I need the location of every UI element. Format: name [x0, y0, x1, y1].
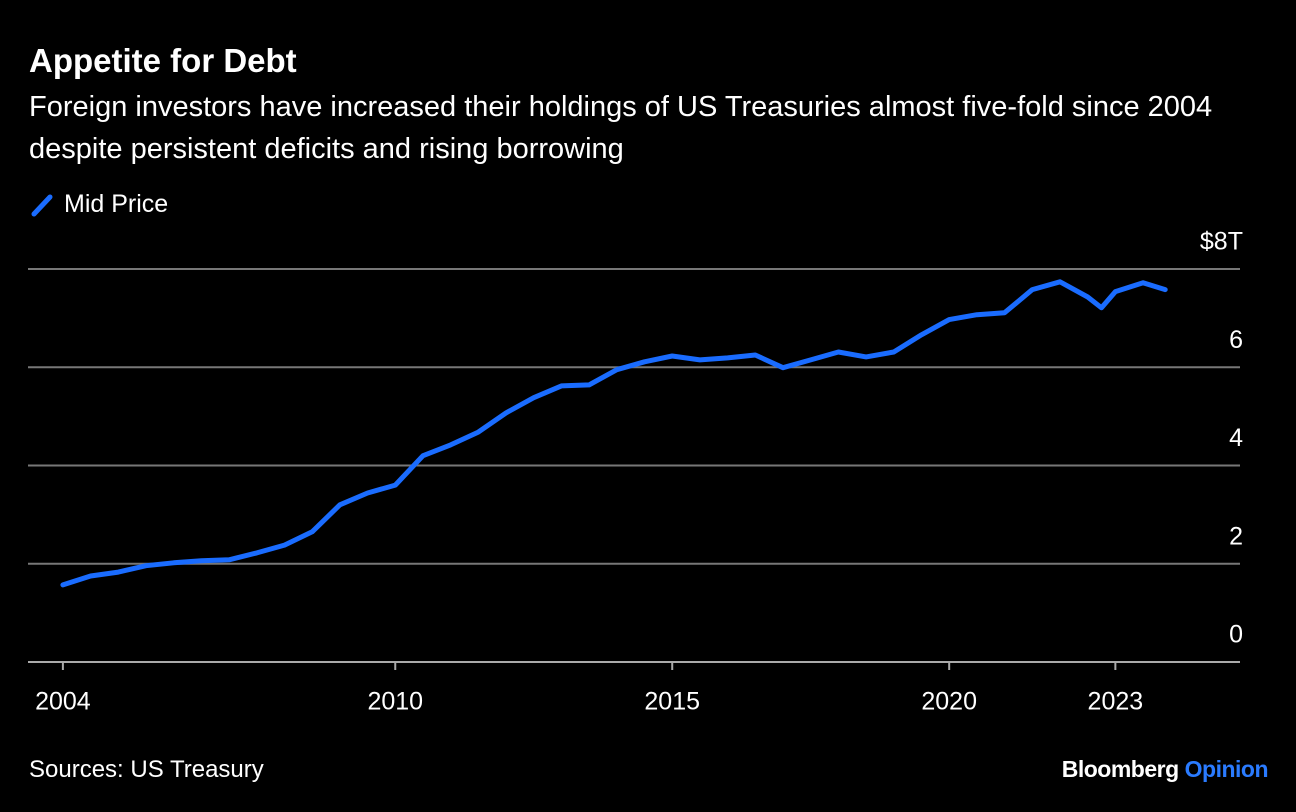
legend: Mid Price — [30, 190, 168, 219]
x-tick-label: 2020 — [921, 688, 977, 716]
legend-label: Mid Price — [64, 190, 169, 218]
chart-subtitle: Foreign investors have increased their h… — [29, 91, 1213, 165]
x-tick-label: 2004 — [35, 688, 91, 716]
x-tick-label: 2010 — [367, 688, 423, 716]
brand-name: Bloomberg — [1061, 756, 1179, 782]
chart-title: Appetite for Debt — [29, 42, 297, 79]
source-note: Sources: US Treasury — [29, 756, 264, 783]
legend-swatch — [31, 194, 53, 216]
x-tick-label: 2015 — [644, 688, 700, 716]
y-tick-label: 6 — [1229, 326, 1243, 354]
y-tick-label: $8T — [1200, 228, 1243, 256]
y-tick-label: 0 — [1229, 621, 1243, 649]
y-tick-label: 4 — [1229, 424, 1243, 452]
brand-product: Opinion — [1184, 756, 1269, 782]
chart: 0 2 4 6 $8T 2004 2010 2015 2020 2023 — [28, 228, 1243, 716]
data-line — [60, 279, 1168, 588]
branding: Bloomberg Opinion — [1061, 756, 1269, 783]
y-tick-label: 2 — [1229, 522, 1243, 550]
x-tick-label: 2023 — [1088, 688, 1144, 716]
